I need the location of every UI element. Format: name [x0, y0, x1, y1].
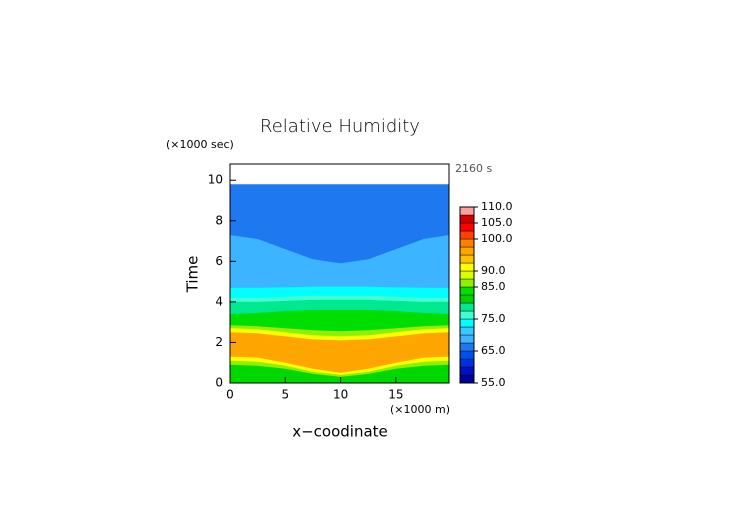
colorbar-tick-label: 110.0: [481, 200, 513, 213]
colorbar-swatch: [459, 278, 475, 288]
colorbar-swatch: [459, 294, 475, 304]
y-tick-label: 0: [215, 376, 223, 390]
plot-frame: [229, 163, 450, 384]
chart-title: Relative Humidity: [260, 116, 420, 137]
colorbar-tick-label: 65.0: [481, 344, 506, 357]
y-unit: (×1000 sec): [166, 138, 234, 151]
x-tick-label: 10: [333, 388, 348, 402]
colorbar-swatch: [459, 342, 475, 352]
colorbar-swatch: [459, 334, 475, 344]
y-tick-label: 10: [208, 173, 223, 187]
colorbar-tick-label: 75.0: [481, 312, 506, 325]
colorbar-tick-label: 55.0: [481, 376, 506, 389]
x-tick-label: 15: [388, 388, 403, 402]
colorbar-swatch: [459, 222, 475, 232]
colorbar-swatch: [459, 206, 475, 216]
colorbar-swatch: [459, 318, 475, 328]
colorbar-tick-label: 85.0: [481, 280, 506, 293]
colorbar-swatch: [459, 246, 475, 256]
y-tick-label: 6: [215, 254, 223, 268]
colorbar-tick-label: 105.0: [481, 216, 513, 229]
y-axis-label: Time: [184, 256, 202, 294]
y-tick-label: 4: [215, 294, 223, 308]
colorbar-swatch: [459, 302, 475, 312]
colorbar-swatch: [459, 230, 475, 240]
x-tick-label: 5: [281, 388, 289, 402]
colorbar-swatch: [459, 262, 475, 272]
colorbar-swatch: [459, 310, 475, 320]
colorbar-swatch: [459, 270, 475, 280]
x-axis-label: x−coodinate: [292, 423, 388, 441]
contour-band: [230, 364, 449, 383]
colorbar-frame: [459, 206, 475, 384]
colorbar-swatch: [459, 254, 475, 264]
y-tick-label: 8: [215, 213, 223, 227]
colorbar-swatch: [459, 358, 475, 368]
colorbar-swatch: [459, 286, 475, 296]
colorbar-swatch: [459, 350, 475, 360]
colorbar-swatch: [459, 326, 475, 336]
x-tick-label: 0: [226, 388, 234, 402]
colorbar-swatch: [459, 214, 475, 224]
colorbar-swatch: [459, 238, 475, 248]
colorbar-swatch: [459, 366, 475, 376]
annotation: 2160 s: [455, 162, 492, 175]
colorbar-tick-label: 100.0: [481, 232, 513, 245]
colorbar-swatch: [459, 374, 475, 384]
colorbar-tick-label: 90.0: [481, 264, 506, 277]
y-tick-label: 2: [215, 335, 223, 349]
x-unit: (×1000 m): [390, 403, 450, 416]
